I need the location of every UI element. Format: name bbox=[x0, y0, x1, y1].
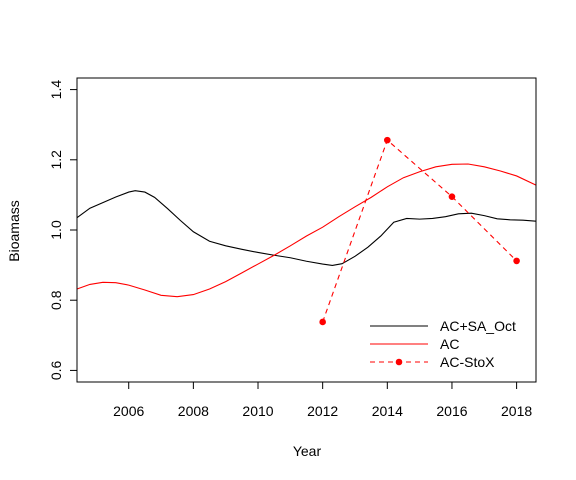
data-point-ac-stox bbox=[319, 319, 326, 326]
legend-label: AC-StoX bbox=[440, 354, 495, 370]
x-tick-label: 2012 bbox=[307, 403, 338, 419]
y-tick-label: 1.2 bbox=[48, 150, 64, 170]
y-tick-label: 1.0 bbox=[48, 220, 64, 240]
data-point-ac-stox bbox=[449, 193, 456, 200]
x-tick-label: 2010 bbox=[242, 403, 273, 419]
legend-label: AC+SA_Oct bbox=[440, 318, 516, 334]
y-tick-label: 0.6 bbox=[48, 360, 64, 380]
x-tick-label: 2014 bbox=[372, 403, 403, 419]
y-tick-label: 0.8 bbox=[48, 290, 64, 310]
x-tick-label: 2018 bbox=[501, 403, 532, 419]
x-tick-label: 2008 bbox=[178, 403, 209, 419]
data-point-ac-stox bbox=[513, 258, 520, 265]
legend-label: AC bbox=[440, 336, 459, 352]
y-tick-label: 1.4 bbox=[48, 80, 64, 100]
x-axis-label: Year bbox=[293, 443, 322, 459]
data-point-ac-stox bbox=[384, 137, 391, 144]
x-tick-label: 2006 bbox=[113, 403, 144, 419]
legend-marker bbox=[396, 359, 403, 366]
x-tick-label: 2016 bbox=[436, 403, 467, 419]
y-axis-label: Bioamass bbox=[6, 200, 22, 261]
